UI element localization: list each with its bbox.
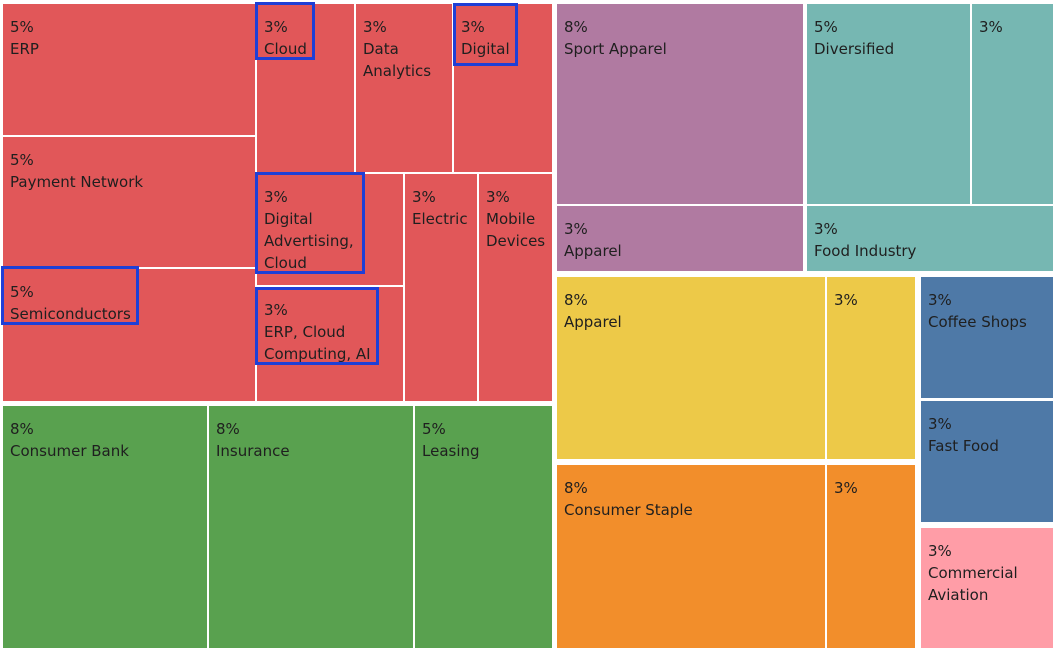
treemap-cell-staple-1: 3% [827, 465, 915, 648]
treemap-cell-finance-1: 8% Insurance [209, 406, 413, 648]
cell-category-label: Semiconductors [10, 305, 131, 323]
treemap-cell-tech-9: 5% Semiconductors [3, 269, 255, 401]
cell-share-label: 3% [814, 220, 838, 238]
cell-category-label: Apparel [564, 313, 622, 331]
treemap-cell-consumer-0: 5% Diversified [807, 4, 970, 204]
cell-category-label: Fast Food [928, 437, 999, 455]
cell-share-label: 3% [834, 479, 858, 497]
cell-category-label: Payment Network [10, 173, 144, 191]
cell-share-label: 5% [422, 420, 446, 438]
treemap-cell-tech-8: 3% Mobile Devices [479, 174, 552, 401]
treemap-cell-consumer-2: 3% Food Industry [807, 206, 1053, 271]
cell-category-label: Consumer Staple [564, 501, 693, 519]
cell-category-label: ERP, Cloud Computing, AI [264, 323, 371, 363]
treemap-cell-food-1: 3% Fast Food [921, 401, 1053, 522]
cell-share-label: 5% [10, 283, 34, 301]
treemap-cell-tech-7: 3% Electric [405, 174, 477, 401]
cell-share-label: 3% [412, 188, 436, 206]
cell-share-label: 3% [264, 18, 288, 36]
cell-category-label: Leasing [422, 442, 480, 460]
treemap-cell-tech-3: 3% Digital [454, 4, 552, 172]
treemap-cell-staple-0: 8% Consumer Staple [557, 465, 825, 648]
cell-share-label: 3% [264, 188, 288, 206]
cell-share-label: 8% [564, 291, 588, 309]
treemap-cell-sport-1: 3% Apparel [557, 206, 803, 271]
cell-share-label: 3% [363, 18, 387, 36]
cell-category-label: Mobile Devices [486, 210, 546, 250]
cell-share-label: 3% [928, 415, 952, 433]
cell-share-label: 3% [979, 18, 1003, 36]
cell-category-label: Food Industry [814, 242, 917, 260]
treemap-cell-finance-2: 5% Leasing [415, 406, 552, 648]
treemap-cell-tech-10: 3% ERP, Cloud Computing, AI [257, 287, 403, 401]
cell-category-label: Cloud [264, 40, 307, 58]
cell-category-label: Electric [412, 210, 468, 228]
cell-share-label: 5% [10, 18, 34, 36]
cell-share-label: 5% [10, 151, 34, 169]
cell-category-label: Commercial Aviation [928, 564, 1018, 604]
treemap-cell-aviation-0: 3% Commercial Aviation [921, 528, 1053, 648]
treemap-cell-tech-1: 3% Cloud [257, 4, 354, 172]
cell-category-label: Coffee Shops [928, 313, 1027, 331]
treemap-cell-tech-5: 3% Digital Advertising, Cloud [257, 174, 403, 285]
cell-category-label: Data Analytics [363, 40, 432, 80]
cell-share-label: 3% [834, 291, 858, 309]
cell-share-label: 8% [564, 18, 588, 36]
cell-share-label: 3% [486, 188, 510, 206]
treemap-cell-tech-0: 5% ERP [3, 4, 255, 135]
cell-share-label: 3% [564, 220, 588, 238]
cell-share-label: 3% [928, 542, 952, 560]
cell-category-label: ERP [10, 40, 39, 58]
treemap-cell-apparel-1: 3% [827, 277, 915, 459]
cell-category-label: Apparel [564, 242, 622, 260]
cell-category-label: Sport Apparel [564, 40, 667, 58]
cell-category-label: Diversified [814, 40, 895, 58]
cell-category-label: Consumer Bank [10, 442, 129, 460]
cell-share-label: 3% [461, 18, 485, 36]
cell-share-label: 5% [814, 18, 838, 36]
cell-share-label: 8% [10, 420, 34, 438]
treemap-cell-apparel-0: 8% Apparel [557, 277, 825, 459]
cell-share-label: 3% [264, 301, 288, 319]
treemap-cell-tech-2: 3% Data Analytics [356, 4, 452, 172]
cell-category-label: Digital Advertising, Cloud [264, 210, 354, 272]
treemap-cell-consumer-1: 3% [972, 4, 1053, 204]
treemap-cell-finance-0: 8% Consumer Bank [3, 406, 207, 648]
cell-share-label: 8% [216, 420, 240, 438]
cell-category-label: Insurance [216, 442, 290, 460]
treemap-cell-tech-4: 5% Payment Network [3, 137, 255, 267]
treemap-cell-food-0: 3% Coffee Shops [921, 277, 1053, 398]
cell-category-label: Digital [461, 40, 510, 58]
cell-share-label: 3% [928, 291, 952, 309]
treemap-cell-sport-0: 8% Sport Apparel [557, 4, 803, 204]
cell-share-label: 8% [564, 479, 588, 497]
